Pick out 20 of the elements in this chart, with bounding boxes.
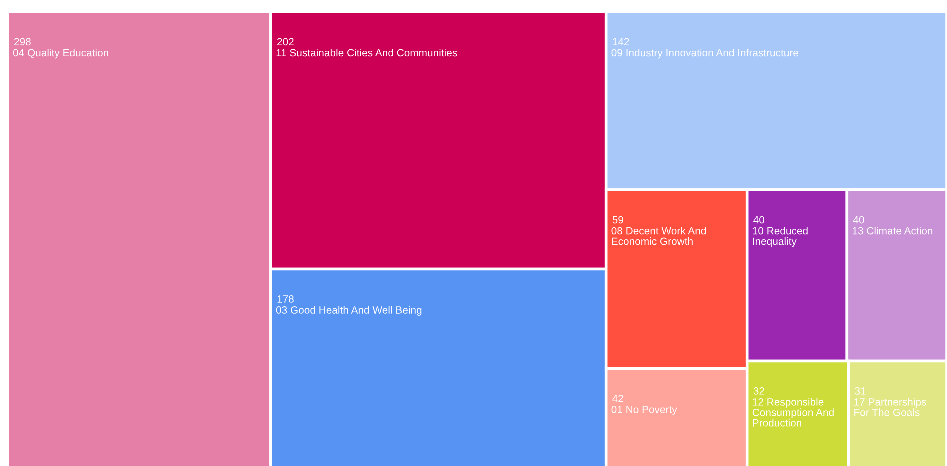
category-label: 08 Decent Work And Economic Growth <box>612 227 706 246</box>
data-label: 178 <box>278 296 294 303</box>
category-label: 09 Industry Innovation And Infrastructure <box>612 49 798 59</box>
data-label: 142 <box>613 38 630 46</box>
category-label: 03 Good Health And Well Being <box>276 306 422 316</box>
data-label: 42 <box>612 395 624 402</box>
category-label: 04 Quality Education <box>13 49 108 59</box>
data-label: 40 <box>754 216 765 224</box>
data-label: 31 <box>855 387 866 395</box>
data-label: 40 <box>853 216 864 224</box>
category-label: 11 Sustainable Cities And Communities <box>276 49 458 57</box>
category-label: 13 Climate Action <box>852 227 933 235</box>
data-label: 32 <box>754 387 764 395</box>
category-label: 17 Partnerships For The Goals <box>854 398 926 416</box>
category-label: 12 Responsible Consumption And Production <box>752 398 834 427</box>
data-label: 202 <box>278 38 294 46</box>
category-label: 10 Reduced Inequality <box>753 227 808 248</box>
category-label: 01 No Poverty <box>612 406 678 416</box>
data-label: 59 <box>612 216 624 224</box>
data-label: 298 <box>14 38 31 46</box>
